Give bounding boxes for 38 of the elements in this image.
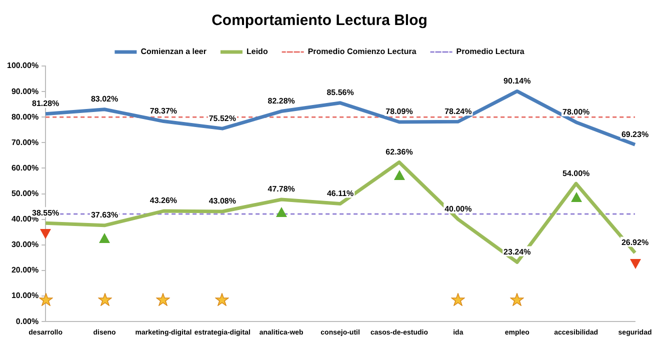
y-tick-label: 100.00%: [6, 61, 39, 70]
data-label: 43.08%: [208, 196, 236, 206]
data-label: 75.52%: [208, 114, 236, 123]
data-label: 54.00%: [562, 168, 590, 178]
chart-title: Comportamiento Lectura Blog: [212, 12, 428, 30]
y-tick-label: 10.00%: [11, 291, 39, 300]
legend-label: Promedio Comienzo Lectura: [308, 47, 417, 56]
data-label: 40.00%: [444, 204, 472, 214]
y-tick-label: 0.00%: [16, 316, 39, 326]
y-tick-label: 40.00%: [11, 214, 39, 224]
data-label: 38.55%: [32, 208, 60, 218]
legend-label: Leido: [246, 47, 268, 56]
y-tick-label: 90.00%: [11, 86, 39, 96]
y-tick-label: 60.00%: [11, 163, 39, 172]
y-tick-label: 50.00%: [11, 189, 39, 198]
y-tick-label: 30.00%: [11, 240, 39, 250]
data-label: 69.23%: [621, 130, 649, 139]
data-label: 46.11%: [326, 188, 354, 198]
data-label: 82.28%: [268, 96, 295, 106]
data-label: 62.36%: [386, 147, 413, 156]
y-tick-label: 80.00%: [11, 112, 39, 122]
data-label: 47.78%: [268, 184, 295, 194]
legend-label: Promedio Lectura: [456, 47, 525, 56]
data-label: 78.00%: [562, 107, 590, 116]
data-label: 43.26%: [150, 196, 178, 206]
data-label: 78.37%: [150, 106, 178, 116]
data-label: 85.56%: [326, 88, 354, 98]
data-label: 81.28%: [32, 99, 60, 108]
data-label: 78.24%: [444, 106, 472, 116]
y-tick-label: 20.00%: [11, 266, 39, 275]
data-label: 37.63%: [90, 210, 118, 220]
data-label: 23.24%: [504, 247, 531, 256]
data-label: 90.14%: [504, 76, 531, 86]
data-label: 83.02%: [90, 94, 118, 104]
data-label: 26.92%: [621, 238, 649, 247]
legend-label: Comienzan a leer: [140, 47, 207, 56]
data-label: 78.09%: [386, 107, 413, 116]
y-tick-label: 70.00%: [11, 138, 39, 147]
